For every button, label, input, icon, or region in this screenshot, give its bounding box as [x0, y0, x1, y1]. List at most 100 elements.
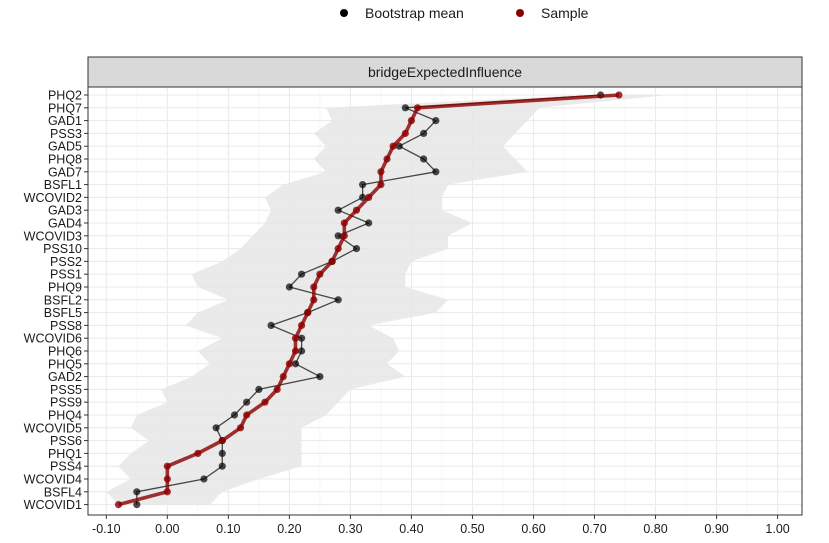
bootstrap-mean-point-gad5: [395, 142, 403, 150]
y-tick-label-bsfl1: BSFL1: [44, 178, 82, 192]
sample-point-bsfl1: [377, 181, 385, 189]
bootstrap-mean-point-wcovid5: [212, 424, 220, 432]
y-tick-label-pss5: PSS5: [50, 383, 82, 397]
x-tick-label: 0.90: [704, 522, 728, 536]
bootstrap-mean-point-phq4: [230, 411, 239, 419]
x-tick-label: 0.60: [521, 522, 545, 536]
y-tick-label-wcovid3: WCOVID3: [24, 229, 82, 243]
sample-point-bsfl5: [304, 309, 312, 317]
y-tick-label-wcovid4: WCOVID4: [24, 473, 82, 487]
panel-title: bridgeExpectedInfluence: [368, 64, 522, 80]
series-sample: [114, 91, 623, 509]
sample-point-pss1: [316, 270, 324, 278]
bootstrap-mean-point-pss5: [255, 385, 263, 393]
y-tick-label-gad7: GAD7: [48, 165, 82, 179]
sample-point-phq8: [383, 155, 391, 163]
bootstrap-mean-point-wcovid1: [133, 501, 141, 509]
sample-point-phq5: [285, 360, 293, 368]
x-tick-label: 0.40: [399, 522, 423, 536]
sample-point-phq4: [243, 411, 251, 419]
sample-point-pss8: [297, 321, 306, 329]
bootstrap-mean-point-wcovid2: [359, 193, 367, 201]
y-tick-label-pss8: PSS8: [50, 319, 82, 333]
sample-point-pss10: [334, 245, 342, 253]
y-tick-label-pss4: PSS4: [50, 460, 82, 474]
panel-border: [87, 86, 803, 516]
y-tick-label-bsfl4: BSFL4: [44, 485, 82, 499]
bootstrap-mean-point-gad1: [432, 117, 440, 125]
x-tick-label: 0.70: [582, 522, 606, 536]
y-tick-label-phq9: PHQ9: [48, 281, 82, 295]
legend: Bootstrap mean Sample: [340, 5, 589, 21]
y-tick-label-phq4: PHQ4: [48, 409, 82, 423]
sample-point-phq6: [291, 347, 300, 355]
sample-point-pss9: [261, 398, 269, 406]
x-tick-label: 0.20: [277, 522, 301, 536]
y-tick-label-pss2: PSS2: [50, 255, 82, 269]
y-tick-label-pss10: PSS10: [43, 242, 82, 256]
sample-point-phq2: [615, 91, 623, 99]
x-tick-label: 0.50: [460, 522, 484, 536]
y-tick-label-bsfl2: BSFL2: [44, 293, 82, 307]
bootstrap-mean-point-bsfl2: [334, 296, 342, 304]
y-tick-label-gad3: GAD3: [48, 204, 82, 218]
bootstrap-mean-point-bsfl4: [133, 488, 141, 496]
bootstrap-mean-point-pss4: [218, 462, 226, 470]
sample-point-wcovid2: [365, 193, 373, 201]
sample-point-pss5: [273, 385, 281, 393]
sample-point-pss3: [401, 129, 409, 137]
x-tick-label: 0.00: [155, 522, 179, 536]
y-axis: PHQ2PHQ7GAD1PSS3GAD5PHQ8GAD7BSFL1WCOVID2…: [24, 89, 88, 512]
sample-point-pss6: [218, 437, 226, 445]
bootstrap-mean-point-gad2: [316, 373, 324, 381]
sample-point-wcovid5: [236, 424, 245, 432]
y-tick-label-phq6: PHQ6: [48, 345, 82, 359]
y-tick-label-gad5: GAD5: [48, 140, 82, 154]
bootstrap-mean-point-gad7: [432, 168, 440, 176]
y-tick-label-gad1: GAD1: [48, 114, 82, 128]
x-axis: -0.10 0.00 0.10 0.20 0.30 0.40 0.50 0.60 0.70 0.8…: [92, 515, 790, 536]
sample-point-gad5: [389, 142, 397, 150]
y-tick-label-pss6: PSS6: [50, 434, 82, 448]
y-tick-label-wcovid1: WCOVID1: [24, 498, 82, 512]
bootstrap-mean-point-gad3: [334, 206, 342, 214]
sample-point-wcovid1: [114, 501, 123, 509]
sample-point-pss2: [328, 257, 336, 265]
x-tick-label: 0.10: [216, 522, 240, 536]
facet-strip: bridgeExpectedInfluence: [87, 56, 803, 88]
bootstrap-mean-point-phq7: [401, 104, 409, 112]
y-tick-label-pss3: PSS3: [50, 127, 82, 141]
y-tick-label-wcovid5: WCOVID5: [24, 421, 82, 435]
bootstrap-mean-point-pss10: [352, 245, 361, 253]
bootstrap-mean-point-pss9: [243, 398, 251, 406]
bootstrap-mean-point-pss8: [267, 321, 275, 329]
strip-background: [87, 56, 803, 88]
sample-point-wcovid6: [291, 334, 300, 342]
y-tick-label-wcovid2: WCOVID2: [24, 191, 82, 205]
bootstrap-mean-point-gad4: [365, 219, 373, 227]
bootstrap-mean-point-wcovid6: [297, 334, 306, 342]
bootstrap-mean-point-phq1: [218, 449, 226, 457]
y-tick-label-phq2: PHQ2: [48, 89, 82, 103]
sample-point-phq7: [413, 104, 422, 112]
y-tick-label-pss9: PSS9: [50, 396, 82, 410]
sample-point-bsfl4: [163, 488, 171, 496]
y-tick-label-phq7: PHQ7: [48, 101, 82, 115]
bootstrap-mean-point-phq6: [297, 347, 306, 355]
sample-point-wcovid3: [340, 232, 348, 240]
bootstrap-mean-point-wcovid3: [334, 232, 342, 240]
y-tick-label-gad2: GAD2: [48, 370, 82, 384]
x-tick-label: 0.80: [643, 522, 667, 536]
x-tick-label: -0.10: [92, 522, 121, 536]
x-tick-label: 0.30: [338, 522, 362, 536]
x-tick-label: 1.00: [765, 522, 789, 536]
legend-key-bootstrap-mean: [340, 9, 348, 17]
sample-point-gad3: [352, 206, 361, 214]
bootstrap-mean-point-phq9: [285, 283, 293, 291]
sample-point-pss4: [163, 462, 171, 470]
bootstrap-mean-point-wcovid4: [200, 475, 208, 483]
bootstrap-mean-point-phq8: [420, 155, 428, 163]
bootstrap-mean-point-phq5: [291, 360, 300, 368]
bootstrap-mean-point-pss1: [297, 270, 306, 278]
